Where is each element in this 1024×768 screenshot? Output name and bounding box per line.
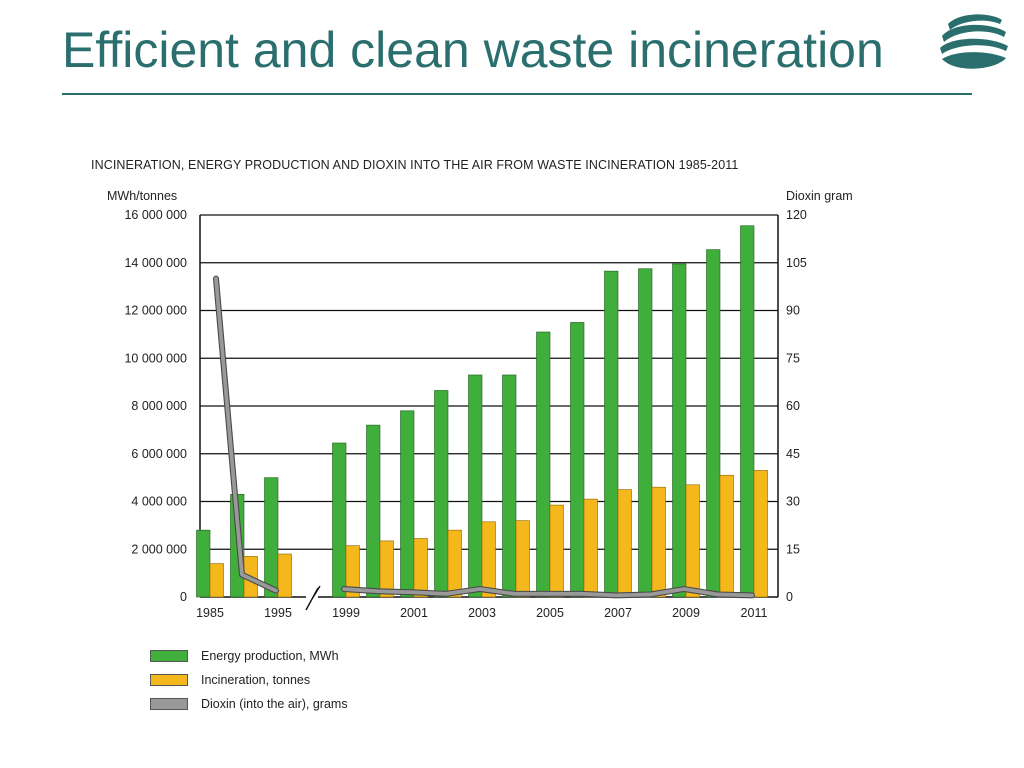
bar-energy-2001 — [400, 410, 415, 598]
bar-incineration-2004 — [515, 520, 530, 598]
legend-label-energy: Energy production, MWh — [201, 649, 339, 663]
bar-incineration-2011 — [753, 470, 768, 598]
x-tick-label-2011: 2011 — [741, 606, 768, 620]
chart-legend: Energy production, MWh Incineration, ton… — [150, 646, 348, 718]
legend-label-incineration: Incineration, tonnes — [201, 673, 311, 687]
x-tick-label-2001: 2001 — [400, 606, 428, 620]
bar-energy-2007 — [604, 270, 619, 598]
y-axis-right-label: Dioxin gram — [786, 189, 853, 203]
y-right-tick-label: 120 — [786, 208, 807, 222]
legend-label-dioxin: Dioxin (into the air), grams — [201, 697, 348, 711]
bar-energy-1985 — [196, 529, 211, 598]
bar-incineration-2010 — [719, 474, 734, 598]
bar-incineration-2001 — [413, 538, 428, 598]
y-left-tick-label: 2 000 000 — [131, 542, 187, 556]
legend-swatch-incineration — [150, 674, 188, 686]
bar-energy-1999 — [332, 442, 347, 598]
bar-incineration-2000 — [379, 540, 394, 598]
bar-energy-2006 — [570, 322, 585, 598]
dioxin-line-segment-2 — [342, 587, 754, 598]
y-axis-left-label: MWh/tonnes — [107, 189, 178, 203]
y-left-tick-label: 0 — [180, 590, 187, 604]
bar-energy-2010 — [706, 249, 721, 598]
x-tick-label-1999: 1999 — [332, 606, 360, 620]
legend-swatch-dioxin — [150, 698, 188, 710]
bar-energy-1995 — [264, 477, 279, 598]
dioxin-line-segment-1 — [214, 276, 278, 593]
x-tick-label-2009: 2009 — [672, 606, 700, 620]
axis-break-gap — [306, 595, 318, 599]
y-right-tick-label: 0 — [786, 590, 793, 604]
y-right-tick-label: 75 — [786, 351, 800, 365]
bar-energy-2002 — [434, 390, 449, 598]
bar-energy-2011 — [740, 225, 755, 598]
bar-incineration-2002 — [447, 529, 462, 598]
x-tick-label-1995: 1995 — [264, 606, 292, 620]
y-right-tick-label: 45 — [786, 447, 800, 461]
bar-energy-2008 — [638, 268, 653, 598]
x-tick-label-2003: 2003 — [468, 606, 496, 620]
y-left-tick-label: 12 000 000 — [124, 304, 187, 318]
bar-incineration-1999 — [345, 545, 360, 598]
bar-energy-2009 — [672, 263, 687, 598]
x-tick-label-2007: 2007 — [604, 606, 632, 620]
bar-incineration-2007 — [617, 489, 632, 598]
bar-incineration-2009 — [685, 484, 700, 598]
bar-incineration-2008 — [651, 486, 666, 598]
y-left-tick-label: 8 000 000 — [131, 399, 187, 413]
bar-energy-2003 — [468, 374, 483, 598]
bar-incineration-2003 — [481, 521, 496, 598]
bar-incineration-2005 — [549, 504, 564, 598]
bar-incineration-1985 — [209, 563, 224, 598]
bar-energy-2004 — [502, 374, 517, 598]
legend-swatch-energy — [150, 650, 188, 662]
bar-energy-2005 — [536, 331, 551, 598]
y-right-tick-label: 15 — [786, 542, 800, 556]
bar-incineration-2006 — [583, 498, 598, 598]
legend-item-incineration: Incineration, tonnes — [150, 670, 348, 690]
x-tick-label-2005: 2005 — [536, 606, 564, 620]
bar-incineration-1995 — [277, 553, 292, 598]
legend-item-energy: Energy production, MWh — [150, 646, 348, 666]
slide-title: Efficient and clean waste incineration — [62, 22, 884, 78]
y-right-tick-label: 90 — [786, 304, 800, 318]
title-divider — [62, 93, 972, 95]
y-right-tick-label: 105 — [786, 256, 807, 270]
y-right-tick-label: 60 — [786, 399, 800, 413]
y-right-tick-label: 30 — [786, 495, 800, 509]
axis-break-mark — [305, 585, 321, 611]
y-left-tick-label: 6 000 000 — [131, 447, 187, 461]
x-tick-label-1985: 1985 — [196, 606, 224, 620]
y-left-tick-label: 14 000 000 — [124, 256, 187, 270]
chart-title: INCINERATION, ENERGY PRODUCTION AND DIOX… — [91, 158, 739, 172]
legend-item-dioxin: Dioxin (into the air), grams — [150, 694, 348, 714]
y-left-tick-label: 4 000 000 — [131, 495, 187, 509]
stacked-waves-logo-icon — [940, 14, 1008, 69]
y-left-tick-label: 10 000 000 — [124, 351, 187, 365]
y-left-tick-label: 16 000 000 — [124, 208, 187, 222]
bar-energy-2000 — [366, 424, 381, 598]
